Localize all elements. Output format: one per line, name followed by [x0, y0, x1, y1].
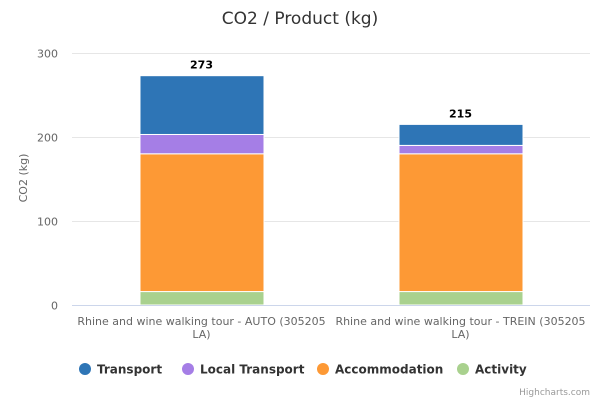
- x-tick-label: LA): [192, 328, 210, 341]
- y-tick-label: 100: [37, 216, 58, 229]
- stack-totals: 273 215: [190, 59, 472, 121]
- chart-title: CO2 / Product (kg): [222, 9, 378, 29]
- bar-activity-2[interactable]: [398, 291, 524, 306]
- legend-marker-icon: [317, 363, 329, 375]
- stack-total-label: 273: [190, 59, 213, 72]
- bar-transport-2[interactable]: [398, 123, 524, 146]
- legend-label: Accommodation: [335, 363, 443, 377]
- bar-transport-1[interactable]: [139, 75, 265, 135]
- legend: Transport Local Transport Accommodation Act…: [79, 363, 527, 377]
- legend-item-local-transport[interactable]: Local Transport: [182, 363, 305, 377]
- legend-marker-icon: [182, 363, 194, 375]
- legend-marker-icon: [457, 363, 469, 375]
- legend-label: Local Transport: [200, 363, 305, 377]
- y-axis: 0 100 200 300: [37, 48, 58, 313]
- legend-label: Transport: [97, 363, 162, 377]
- stack-total-label: 215: [449, 107, 472, 120]
- x-tick-label: Rhine and wine walking tour - AUTO (3052…: [77, 315, 325, 328]
- legend-item-accommodation[interactable]: Accommodation: [317, 363, 443, 377]
- bar-accommodation-1[interactable]: [139, 153, 265, 293]
- legend-item-transport[interactable]: Transport: [79, 363, 162, 377]
- bar-local-transport-2[interactable]: [398, 144, 524, 155]
- bar-local-transport-1[interactable]: [139, 133, 265, 155]
- legend-item-activity[interactable]: Activity: [457, 363, 527, 377]
- credits-link[interactable]: Highcharts.com: [519, 388, 590, 398]
- bars: [139, 75, 524, 306]
- y-tick-label: 300: [37, 48, 58, 61]
- bar-activity-1[interactable]: [139, 291, 265, 306]
- legend-label: Activity: [475, 363, 527, 377]
- bar-accommodation-2[interactable]: [398, 153, 524, 293]
- x-axis: Rhine and wine walking tour - AUTO (3052…: [72, 305, 590, 341]
- y-axis-title: CO2 (kg): [17, 154, 30, 203]
- legend-marker-icon: [79, 363, 91, 375]
- y-tick-label: 200: [37, 132, 58, 145]
- x-tick-label: LA): [451, 328, 469, 341]
- x-tick-label: Rhine and wine walking tour - TREIN (305…: [335, 315, 585, 328]
- y-tick-label: 0: [51, 300, 58, 313]
